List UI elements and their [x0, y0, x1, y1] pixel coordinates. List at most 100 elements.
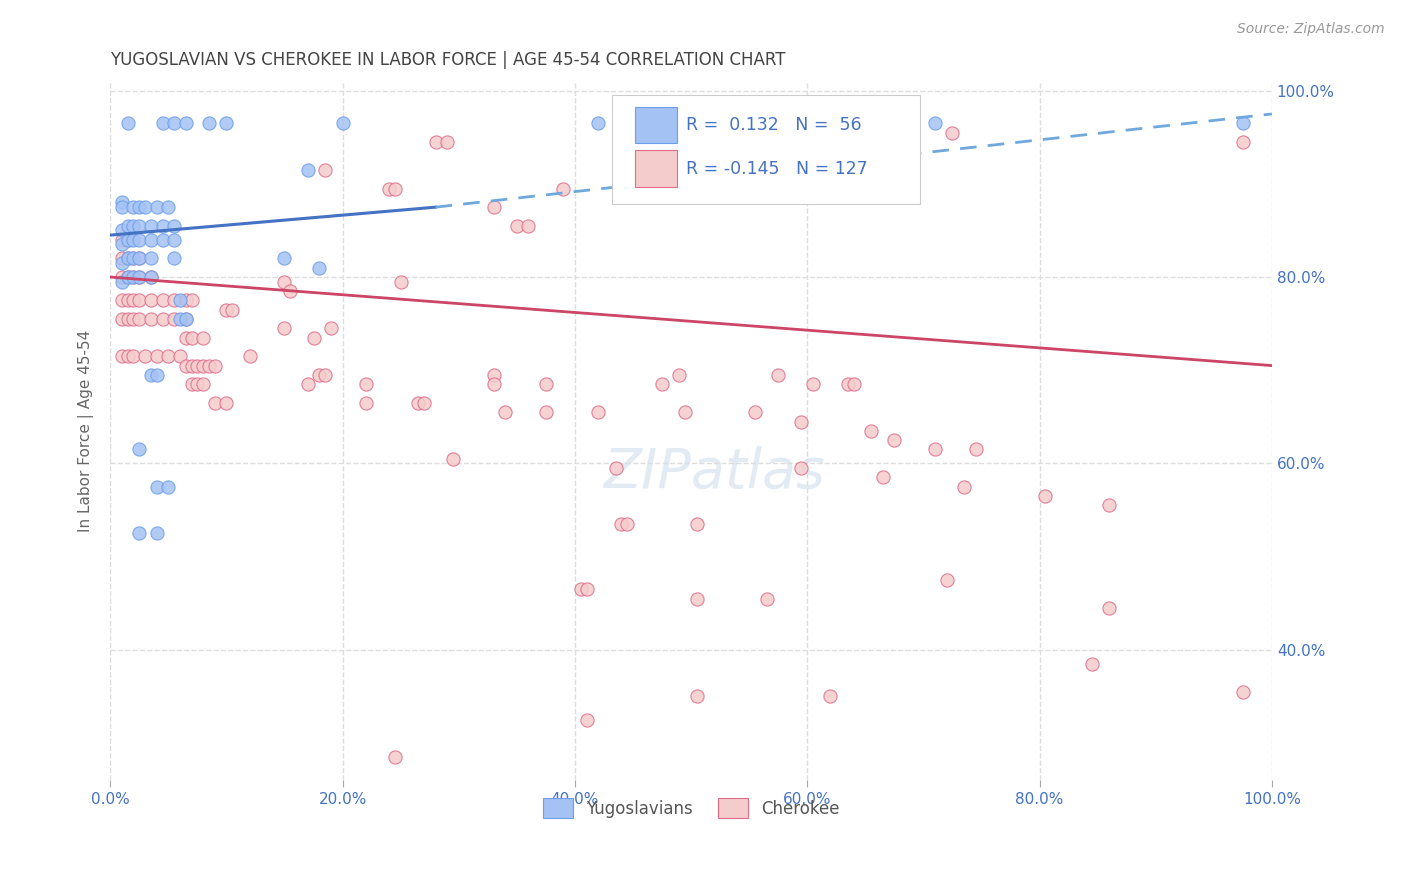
- Point: [145, 480, 167, 494]
- Point: [482, 368, 505, 382]
- Point: [186, 377, 208, 392]
- Point: [425, 135, 447, 149]
- Point: [668, 368, 690, 382]
- Point: [122, 293, 145, 308]
- Point: [122, 312, 145, 326]
- Point: [145, 526, 167, 541]
- Point: [122, 270, 145, 285]
- Point: [198, 359, 221, 373]
- Point: [308, 368, 330, 382]
- Point: [482, 200, 505, 214]
- Point: [139, 219, 162, 233]
- Point: [308, 260, 330, 275]
- Point: [180, 293, 202, 308]
- Point: [169, 312, 191, 326]
- Point: [145, 349, 167, 363]
- Point: [883, 433, 905, 447]
- Point: [1232, 685, 1254, 699]
- Point: [193, 377, 215, 392]
- Point: [139, 312, 162, 326]
- Point: [384, 181, 406, 195]
- Point: [128, 293, 150, 308]
- Point: [145, 200, 167, 214]
- Point: [273, 275, 295, 289]
- Point: [117, 116, 139, 130]
- Point: [193, 331, 215, 345]
- Point: [239, 349, 262, 363]
- Point: [152, 116, 174, 130]
- Point: [1098, 600, 1121, 615]
- Point: [389, 275, 412, 289]
- Point: [482, 377, 505, 392]
- Point: [384, 750, 406, 764]
- Point: [139, 368, 162, 382]
- Point: [163, 293, 186, 308]
- Y-axis label: In Labor Force | Age 45-54: In Labor Force | Age 45-54: [79, 330, 94, 532]
- Point: [935, 573, 957, 587]
- Point: [193, 359, 215, 373]
- Point: [953, 480, 976, 494]
- Point: [128, 526, 150, 541]
- Point: [575, 582, 598, 597]
- Point: [139, 270, 162, 285]
- Point: [319, 321, 342, 335]
- Point: [686, 591, 709, 606]
- Point: [122, 219, 145, 233]
- Point: [204, 396, 226, 410]
- Point: [790, 461, 813, 475]
- FancyBboxPatch shape: [636, 107, 678, 144]
- FancyBboxPatch shape: [636, 151, 678, 186]
- Point: [586, 405, 609, 419]
- Point: [586, 116, 609, 130]
- Point: [174, 359, 197, 373]
- Point: [314, 162, 336, 177]
- Point: [122, 252, 145, 266]
- Point: [1035, 489, 1057, 503]
- Point: [494, 405, 516, 419]
- Point: [180, 377, 202, 392]
- Point: [686, 516, 709, 531]
- Point: [111, 233, 134, 247]
- Text: R =  0.132   N =  56: R = 0.132 N = 56: [686, 116, 862, 134]
- Point: [111, 195, 134, 210]
- Point: [122, 349, 145, 363]
- Point: [128, 442, 150, 457]
- Point: [128, 270, 150, 285]
- Point: [820, 690, 842, 704]
- Point: [651, 377, 673, 392]
- Point: [111, 312, 134, 326]
- Point: [111, 223, 134, 237]
- Point: [686, 690, 709, 704]
- Point: [169, 293, 191, 308]
- Point: [139, 293, 162, 308]
- Point: [673, 405, 696, 419]
- Point: [117, 219, 139, 233]
- Point: [941, 126, 963, 140]
- Point: [297, 162, 319, 177]
- Text: Source: ZipAtlas.com: Source: ZipAtlas.com: [1237, 22, 1385, 37]
- Point: [152, 219, 174, 233]
- Point: [1081, 657, 1104, 671]
- Point: [506, 219, 529, 233]
- Point: [314, 368, 336, 382]
- Point: [1098, 843, 1121, 857]
- Point: [766, 368, 789, 382]
- Point: [122, 200, 145, 214]
- Text: YUGOSLAVIAN VS CHEROKEE IN LABOR FORCE | AGE 45-54 CORRELATION CHART: YUGOSLAVIAN VS CHEROKEE IN LABOR FORCE |…: [110, 51, 786, 69]
- Point: [215, 116, 238, 130]
- Point: [801, 377, 824, 392]
- Point: [134, 349, 156, 363]
- Point: [412, 396, 434, 410]
- Point: [837, 377, 859, 392]
- Point: [204, 359, 226, 373]
- Point: [605, 461, 627, 475]
- Point: [354, 377, 377, 392]
- Point: [117, 252, 139, 266]
- Point: [174, 116, 197, 130]
- Point: [278, 284, 301, 298]
- Point: [657, 116, 679, 130]
- Point: [128, 252, 150, 266]
- Point: [139, 252, 162, 266]
- Point: [152, 233, 174, 247]
- Point: [122, 233, 145, 247]
